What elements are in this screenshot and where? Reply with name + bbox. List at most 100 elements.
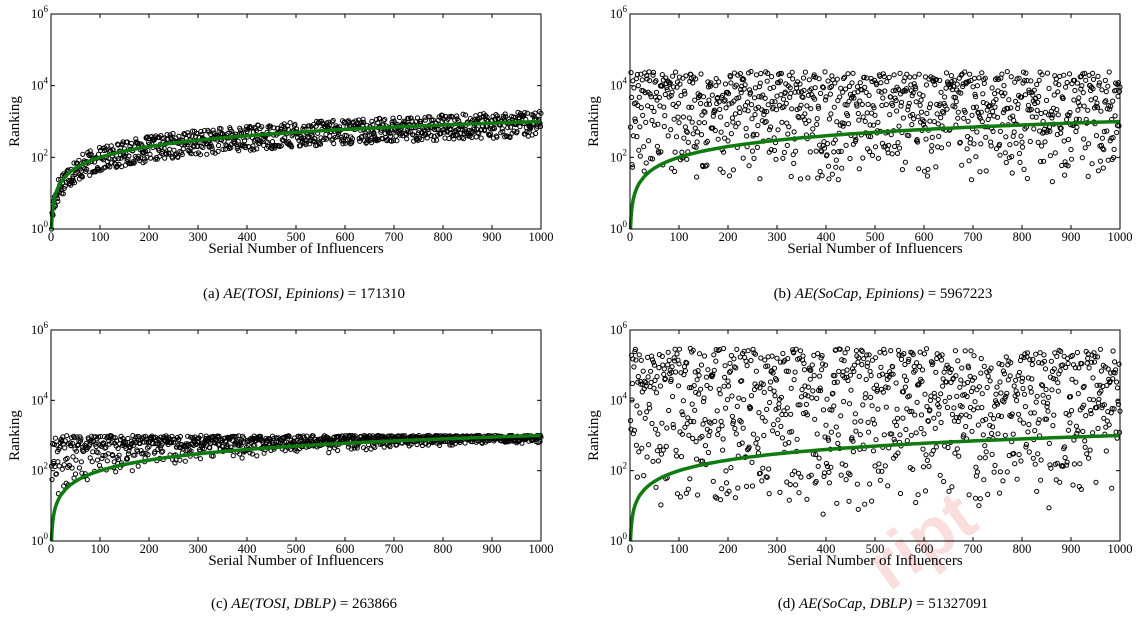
data-point bbox=[1110, 348, 1116, 354]
data-point bbox=[1035, 451, 1041, 457]
data-point bbox=[145, 452, 151, 458]
data-point bbox=[633, 442, 640, 448]
data-point bbox=[471, 126, 477, 133]
subfigure-caption: (d) AE(SoCap, DBLP) = 51327091 bbox=[778, 596, 989, 612]
data-point bbox=[934, 101, 940, 108]
data-point bbox=[776, 401, 782, 407]
data-point bbox=[881, 432, 887, 438]
data-point bbox=[722, 135, 728, 141]
data-point bbox=[749, 148, 756, 154]
data-point bbox=[189, 133, 195, 139]
data-point bbox=[644, 454, 650, 460]
data-point bbox=[653, 89, 660, 96]
data-point bbox=[261, 450, 267, 456]
data-point bbox=[1053, 76, 1059, 82]
data-point bbox=[898, 103, 904, 109]
data-point bbox=[931, 415, 937, 421]
x-tick-label: 700 bbox=[385, 542, 404, 556]
data-point bbox=[700, 94, 707, 100]
data-point bbox=[758, 70, 764, 77]
data-point bbox=[1016, 411, 1022, 417]
data-point bbox=[992, 462, 998, 468]
data-point bbox=[951, 405, 957, 411]
scatter-points bbox=[48, 109, 544, 232]
data-point bbox=[1008, 105, 1014, 111]
data-point bbox=[1084, 360, 1090, 366]
data-point bbox=[676, 361, 682, 367]
data-point bbox=[1068, 408, 1075, 414]
data-point bbox=[822, 97, 829, 103]
data-point bbox=[828, 464, 834, 470]
data-point bbox=[632, 118, 639, 125]
data-point bbox=[55, 459, 61, 465]
data-point bbox=[820, 511, 826, 517]
data-point bbox=[703, 140, 709, 146]
data-point bbox=[771, 422, 777, 428]
data-point bbox=[924, 110, 930, 117]
chart-panel-d: 0 100 200 300 400 500 600 700 800 900 100010010210… bbox=[586, 320, 1133, 612]
data-point bbox=[854, 103, 860, 109]
data-point bbox=[725, 383, 732, 389]
data-point bbox=[833, 424, 839, 430]
data-point bbox=[834, 500, 840, 506]
data-point bbox=[1000, 109, 1007, 116]
data-point bbox=[52, 435, 59, 441]
data-point bbox=[1086, 141, 1092, 147]
data-point bbox=[895, 347, 902, 353]
data-point bbox=[825, 163, 832, 169]
data-point bbox=[675, 114, 681, 120]
data-point bbox=[838, 472, 844, 478]
data-point bbox=[671, 425, 677, 431]
data-point bbox=[683, 73, 689, 79]
data-point bbox=[994, 384, 1000, 390]
data-point bbox=[793, 482, 799, 488]
data-point bbox=[744, 483, 750, 489]
data-point bbox=[348, 446, 354, 452]
data-point bbox=[1076, 365, 1082, 371]
data-point bbox=[969, 428, 975, 434]
data-point bbox=[857, 432, 863, 438]
data-point bbox=[879, 468, 885, 474]
data-point bbox=[166, 434, 172, 440]
data-point bbox=[958, 377, 964, 383]
data-point bbox=[710, 478, 716, 484]
data-point bbox=[656, 365, 662, 371]
data-point bbox=[113, 469, 119, 475]
data-point bbox=[693, 76, 699, 82]
data-point bbox=[884, 79, 890, 85]
data-point bbox=[668, 376, 674, 383]
data-point bbox=[940, 383, 946, 389]
data-point bbox=[997, 152, 1003, 158]
data-point bbox=[699, 433, 705, 440]
data-point bbox=[110, 453, 116, 459]
scatter-points bbox=[627, 68, 1123, 185]
data-point bbox=[757, 470, 763, 476]
data-point bbox=[815, 351, 821, 357]
data-point bbox=[1066, 71, 1073, 77]
data-point bbox=[789, 429, 795, 435]
data-point bbox=[953, 373, 959, 379]
data-point bbox=[115, 445, 121, 451]
data-point bbox=[78, 436, 84, 442]
data-point bbox=[1067, 394, 1074, 400]
data-point bbox=[885, 483, 891, 489]
data-point bbox=[700, 421, 706, 427]
data-point bbox=[352, 433, 358, 439]
data-point bbox=[732, 425, 738, 432]
data-point bbox=[998, 390, 1004, 396]
data-point bbox=[977, 496, 983, 502]
data-point bbox=[1098, 368, 1105, 374]
x-axis-label: Serial Number of Influencers bbox=[787, 241, 963, 257]
data-point bbox=[773, 156, 779, 162]
data-point bbox=[957, 139, 963, 145]
data-point bbox=[726, 369, 733, 375]
data-point bbox=[798, 89, 805, 95]
data-point bbox=[781, 149, 788, 156]
data-point bbox=[1082, 438, 1088, 444]
data-point bbox=[966, 158, 972, 164]
data-point bbox=[388, 130, 394, 136]
data-point bbox=[1004, 469, 1010, 475]
data-point bbox=[102, 445, 108, 451]
data-point bbox=[1003, 354, 1009, 360]
data-point bbox=[1096, 396, 1102, 402]
